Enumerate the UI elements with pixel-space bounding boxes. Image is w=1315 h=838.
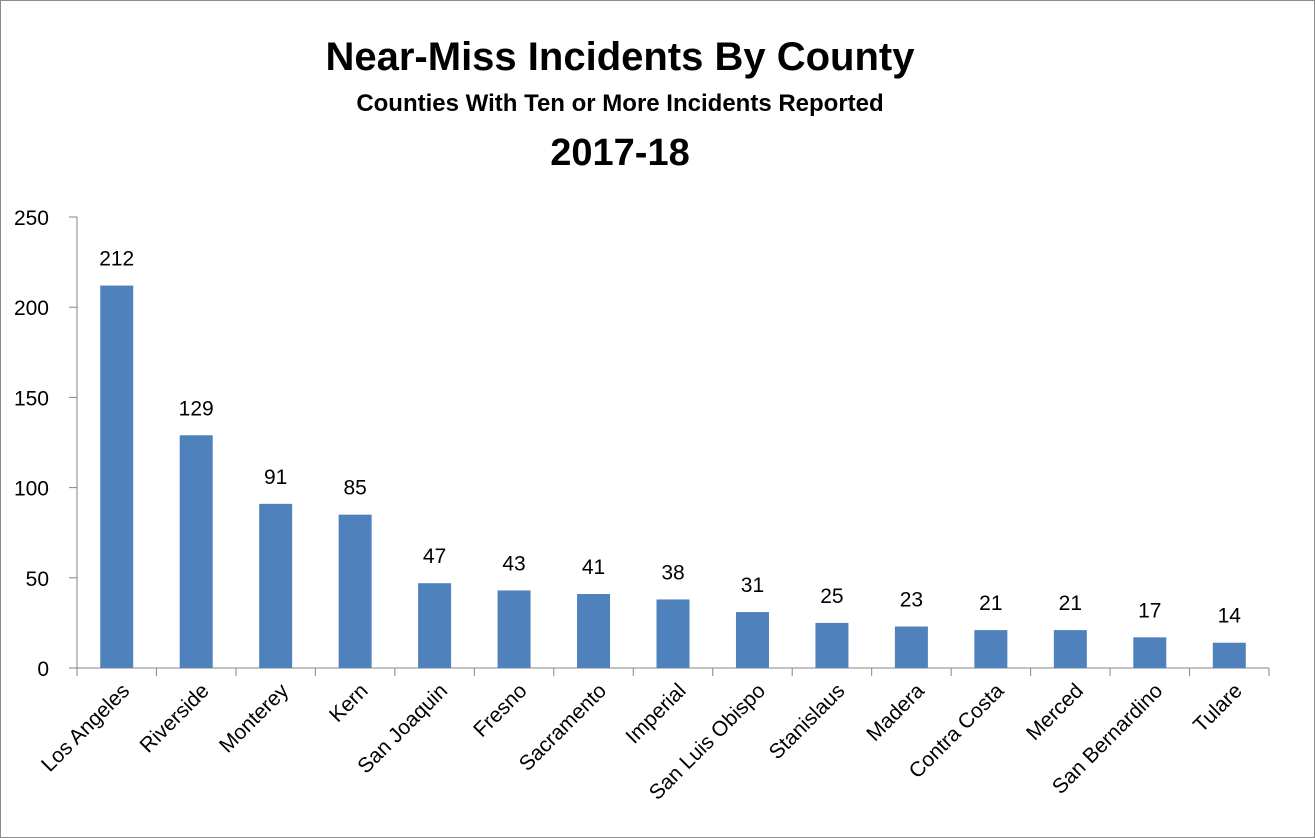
bar [1212, 642, 1246, 668]
bar [735, 612, 769, 668]
data-label: 21 [1059, 592, 1082, 615]
bar [894, 626, 928, 668]
bar-series [100, 285, 1246, 668]
chart-title: Near-Miss Incidents By County [325, 35, 915, 79]
category-label: Stanislaus [765, 679, 850, 764]
bar [974, 630, 1008, 668]
bar [179, 435, 213, 668]
y-tick-label: 100 [14, 478, 49, 501]
data-label: 38 [661, 561, 684, 584]
y-tick-label: 200 [14, 297, 49, 320]
data-label: 91 [264, 466, 287, 489]
bar [815, 622, 849, 668]
category-label: Monterey [215, 679, 294, 758]
y-tick-label: 250 [14, 207, 49, 230]
category-label: Los Angeles [37, 679, 134, 776]
category-label: Madera [862, 679, 929, 746]
data-label: 85 [343, 477, 366, 500]
data-label: 17 [1138, 599, 1161, 622]
data-label: 25 [820, 585, 843, 608]
data-label: 23 [900, 589, 923, 612]
bar [656, 599, 690, 668]
category-label: Tulare [1189, 679, 1247, 737]
bar [497, 590, 531, 668]
category-label: Riverside [136, 679, 214, 757]
y-tick-label: 0 [37, 658, 49, 681]
bar [338, 514, 372, 668]
bar [259, 503, 293, 668]
data-label: 129 [179, 397, 214, 420]
bar [100, 285, 134, 668]
data-label: 21 [979, 592, 1002, 615]
bar [1133, 637, 1167, 668]
data-label: 14 [1218, 605, 1242, 628]
y-axis: 0 50 100 150 200 250 [14, 207, 78, 681]
chart-subtitle: Counties With Ten or More Incidents Repo… [356, 90, 884, 117]
data-label: 43 [502, 552, 525, 575]
bar [418, 583, 452, 668]
category-label: Imperial [621, 679, 690, 748]
y-tick-label: 150 [14, 387, 49, 410]
data-label: 41 [582, 556, 605, 579]
data-label: 47 [423, 545, 446, 568]
data-label: 31 [741, 574, 764, 597]
y-tick-label: 50 [26, 568, 49, 591]
x-axis [76, 667, 1270, 676]
category-label: Merced [1022, 679, 1088, 745]
bar [577, 594, 611, 668]
category-label: Fresno [469, 679, 531, 741]
bar [1053, 630, 1087, 668]
data-labels: 212 129 91 85 47 43 41 38 31 25 23 21 21 17 14 [99, 248, 1241, 628]
category-label: Kern [325, 679, 373, 727]
data-label: 212 [99, 248, 134, 271]
chart-period: 2017-18 [550, 132, 690, 174]
